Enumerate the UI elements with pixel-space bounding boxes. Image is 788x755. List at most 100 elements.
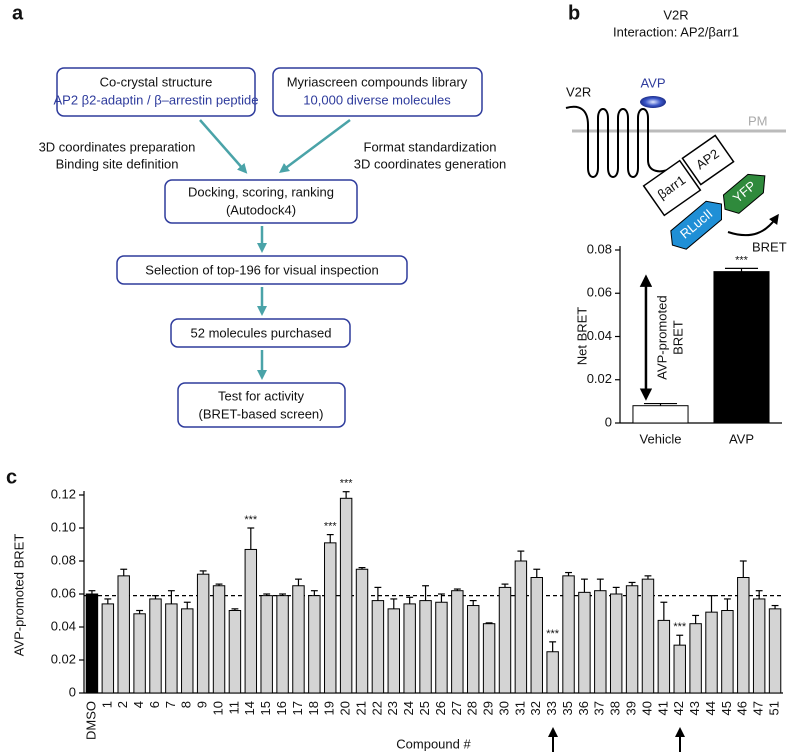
y-tick-label: 0 bbox=[69, 684, 76, 699]
x-tick-label: 20 bbox=[338, 701, 353, 715]
x-tick-label: 10 bbox=[210, 701, 225, 715]
x-tick-label: 43 bbox=[687, 701, 702, 715]
bar bbox=[419, 600, 432, 694]
bar bbox=[737, 577, 750, 694]
x-tick-label: Vehicle bbox=[640, 431, 682, 446]
ligand bbox=[640, 96, 666, 108]
bar bbox=[673, 644, 686, 694]
x-tick-label: 31 bbox=[512, 701, 527, 715]
bret-arrow bbox=[727, 213, 779, 237]
x-tick-label: 30 bbox=[496, 701, 511, 715]
bar bbox=[355, 568, 369, 694]
bret-label: BRET bbox=[752, 239, 787, 254]
x-tick-label: 46 bbox=[735, 701, 750, 715]
x-tick-label: 18 bbox=[306, 701, 321, 715]
bar bbox=[165, 603, 178, 694]
bar bbox=[562, 575, 575, 694]
x-tick-label: 26 bbox=[433, 701, 448, 715]
x-tick-label: 41 bbox=[655, 701, 670, 715]
flow-box bbox=[164, 179, 358, 224]
bar bbox=[498, 586, 512, 694]
bar bbox=[324, 542, 337, 694]
box-text: AP2 β2-adaptin / β–arrestin peptide bbox=[53, 92, 258, 107]
yfp-shape bbox=[722, 173, 766, 214]
significance: *** bbox=[546, 628, 560, 640]
x-tick-label: 19 bbox=[322, 701, 337, 715]
bar bbox=[482, 623, 496, 694]
y-tick-label: 0.02 bbox=[51, 651, 76, 666]
panel-label: a bbox=[12, 2, 24, 24]
y-tick-label: 0.08 bbox=[587, 241, 612, 256]
receptor bbox=[565, 105, 673, 178]
x-tick-label: 27 bbox=[449, 701, 464, 715]
y-axis-label: Net BRET bbox=[574, 307, 589, 366]
bar bbox=[721, 610, 734, 694]
bar bbox=[292, 585, 305, 694]
y-tick-label: 0.06 bbox=[587, 285, 612, 300]
bar bbox=[752, 598, 766, 694]
panel-label: b bbox=[568, 2, 580, 24]
x-tick-label: 42 bbox=[671, 701, 686, 715]
box-text: Myriascreen compounds library bbox=[287, 74, 468, 89]
flow-box bbox=[170, 318, 351, 348]
box-text: (Autodock4) bbox=[226, 202, 296, 217]
box-text: Co-crystal structure bbox=[100, 74, 213, 89]
x-tick-label: 14 bbox=[242, 701, 257, 715]
bar bbox=[713, 271, 770, 424]
bar bbox=[117, 575, 130, 694]
x-tick-label: 24 bbox=[401, 701, 416, 715]
bar bbox=[133, 613, 146, 694]
x-tick-label: 35 bbox=[560, 701, 575, 715]
x-tick-label: 4 bbox=[131, 701, 146, 708]
box-text: 52 molecules purchased bbox=[191, 325, 332, 340]
box-text: 10,000 diverse molecules bbox=[303, 92, 451, 107]
bar bbox=[276, 595, 289, 694]
flow-box bbox=[56, 67, 256, 117]
bar bbox=[632, 405, 689, 424]
bar bbox=[101, 603, 115, 694]
bar bbox=[387, 608, 401, 694]
bar bbox=[212, 585, 226, 694]
bar bbox=[641, 578, 655, 694]
x-tick-label: 28 bbox=[465, 701, 480, 715]
bar bbox=[705, 611, 718, 694]
x-tick-label: 25 bbox=[417, 701, 432, 715]
y-tick-label: 0.10 bbox=[51, 519, 76, 534]
significance: *** bbox=[324, 521, 338, 533]
flow-box bbox=[272, 67, 483, 117]
x-tick-label: 32 bbox=[528, 701, 543, 715]
bar bbox=[451, 590, 464, 694]
rluc-shape bbox=[670, 200, 723, 250]
side-note: Format standardization bbox=[364, 139, 497, 154]
bar bbox=[657, 619, 671, 694]
bar bbox=[768, 608, 782, 694]
bar bbox=[308, 595, 321, 694]
bar bbox=[371, 600, 385, 694]
bar bbox=[260, 595, 273, 694]
ligand-label: AVP bbox=[640, 75, 665, 90]
bar bbox=[466, 605, 480, 694]
box-text: Selection of top-196 for visual inspecti… bbox=[145, 262, 378, 277]
x-tick-label: 8 bbox=[179, 701, 194, 708]
x-tick-label: 51 bbox=[766, 701, 781, 715]
diagram-title: V2R bbox=[663, 7, 688, 22]
x-tick-label: 6 bbox=[147, 701, 162, 708]
box-text: Docking, scoring, ranking bbox=[188, 184, 334, 199]
side-note: 3D coordinates preparation bbox=[39, 139, 196, 154]
x-tick-label: 22 bbox=[369, 701, 384, 715]
x-tick-label: 16 bbox=[274, 701, 289, 715]
flow-box bbox=[177, 382, 346, 428]
bar bbox=[244, 548, 258, 694]
bar bbox=[181, 608, 194, 694]
significance: *** bbox=[735, 254, 749, 266]
y-tick-label: 0.06 bbox=[51, 585, 76, 600]
x-tick-label: AVP bbox=[729, 431, 754, 446]
y-axis-label: AVP-promoted BRET bbox=[11, 534, 26, 657]
x-tick-label: 1 bbox=[99, 701, 114, 708]
x-tick-label: 9 bbox=[195, 701, 210, 708]
annotation: AVP-promoted bbox=[654, 295, 669, 379]
x-tick-label: 44 bbox=[703, 701, 718, 715]
box-text: (BRET-based screen) bbox=[199, 406, 324, 421]
x-tick-label: 47 bbox=[751, 701, 766, 715]
y-tick-label: 0 bbox=[605, 414, 612, 429]
